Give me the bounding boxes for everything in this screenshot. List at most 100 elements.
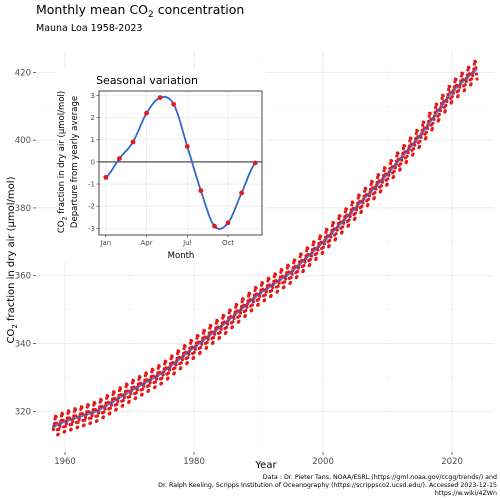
main-data-point (327, 244, 331, 248)
caption-line-3: https://w.wiki/4ZWn (435, 490, 497, 497)
main-data-point (230, 325, 235, 329)
main-data-point (82, 423, 86, 427)
main-data-point (69, 427, 73, 431)
main-data-point (353, 211, 358, 215)
main-data-point (122, 395, 126, 400)
main-data-point (231, 320, 235, 324)
main-data-point (463, 83, 467, 87)
main-data-point (205, 340, 209, 345)
chart-title-main: Monthly mean CO (36, 2, 148, 17)
main-data-point (58, 424, 62, 429)
main-x-tick-label: 2000 (312, 457, 334, 467)
main-data-point (196, 334, 200, 338)
main-data-point (474, 72, 479, 76)
main-data-point (56, 432, 60, 436)
main-data-point (153, 380, 158, 384)
main-data-point (95, 414, 100, 418)
main-data-point (63, 429, 67, 433)
main-data-point (142, 384, 146, 388)
main-data-point (457, 89, 461, 93)
main-data-point (325, 228, 329, 232)
main-data-point (61, 418, 65, 422)
main-data-point (166, 371, 171, 375)
main-data-point (344, 207, 348, 211)
main-data-point (76, 420, 80, 424)
main-data-point (155, 377, 159, 381)
main-data-point (404, 159, 409, 164)
main-data-point (112, 390, 116, 394)
main-data-point (396, 151, 400, 155)
main-data-point (430, 127, 434, 131)
chart-title: Monthly mean CO2 concentration (36, 2, 244, 20)
main-data-point (211, 340, 215, 345)
main-data-point (441, 93, 445, 98)
main-data-point (280, 274, 285, 278)
main-data-point (282, 280, 287, 284)
main-data-point (80, 405, 84, 410)
main-data-point (158, 370, 162, 375)
main-data-point (424, 135, 428, 140)
main-data-point (414, 131, 418, 136)
main-data-point (331, 221, 336, 225)
main-data-point (140, 392, 144, 396)
main-data-point (437, 118, 441, 122)
main-data-point (421, 123, 425, 127)
inset-x-tick-label: Apr (140, 239, 152, 247)
main-data-point (177, 349, 181, 353)
main-data-point (73, 408, 78, 412)
main-data-point (373, 190, 377, 195)
main-data-point (138, 375, 142, 379)
main-data-point (315, 251, 319, 256)
inset-seasonal-curve (105, 95, 256, 230)
main-data-point (113, 396, 117, 401)
inset-data-point (212, 223, 217, 229)
main-data-point (86, 403, 90, 408)
main-data-point (153, 385, 157, 389)
main-data-point (71, 420, 75, 424)
main-data-point (108, 411, 112, 415)
main-data-point (64, 422, 68, 426)
caption-line-1: Data : Dr. Pieter Tans, NOAA/ESRL (https… (263, 474, 497, 481)
main-data-point (83, 418, 87, 422)
main-data-point (379, 184, 383, 188)
main-data-point (274, 279, 278, 283)
main-data-point (454, 77, 458, 82)
main-data-point (437, 112, 441, 116)
main-data-point (267, 277, 271, 281)
inset-y-tick-label: -3 (88, 225, 95, 233)
main-data-point (76, 425, 80, 429)
main-data-point (293, 258, 297, 263)
main-data-point (401, 151, 405, 156)
main-data-point (248, 292, 252, 296)
main-data-point (369, 182, 373, 186)
main-data-point (90, 413, 94, 417)
main-data-point (77, 417, 81, 422)
main-data-point (224, 330, 228, 335)
inset-panel-background (99, 91, 262, 235)
inset-panel-border (98, 90, 263, 236)
main-data-point (473, 60, 477, 64)
main-data-point (84, 415, 88, 420)
main-data-point (328, 238, 332, 243)
main-data-point (386, 177, 390, 181)
main-data-point (382, 169, 386, 173)
main-data-point (267, 283, 272, 287)
main-data-point (270, 289, 274, 293)
main-data-point (456, 94, 460, 98)
main-data-point (431, 121, 435, 125)
main-data-point (205, 345, 209, 350)
main-data-point (388, 161, 393, 166)
main-data-point (179, 366, 183, 370)
main-data-point (306, 246, 310, 251)
main-data-point (101, 415, 106, 419)
main-data-point (424, 130, 429, 134)
chart-title-subscript: 2 (148, 10, 154, 20)
main-data-point (467, 66, 471, 70)
main-data-point (370, 180, 374, 184)
main-data-point (308, 257, 312, 262)
main-data-point (106, 394, 110, 398)
main-data-point (179, 361, 183, 365)
main-data-point (286, 264, 290, 268)
main-data-point (254, 286, 258, 290)
main-data-point (100, 404, 104, 408)
